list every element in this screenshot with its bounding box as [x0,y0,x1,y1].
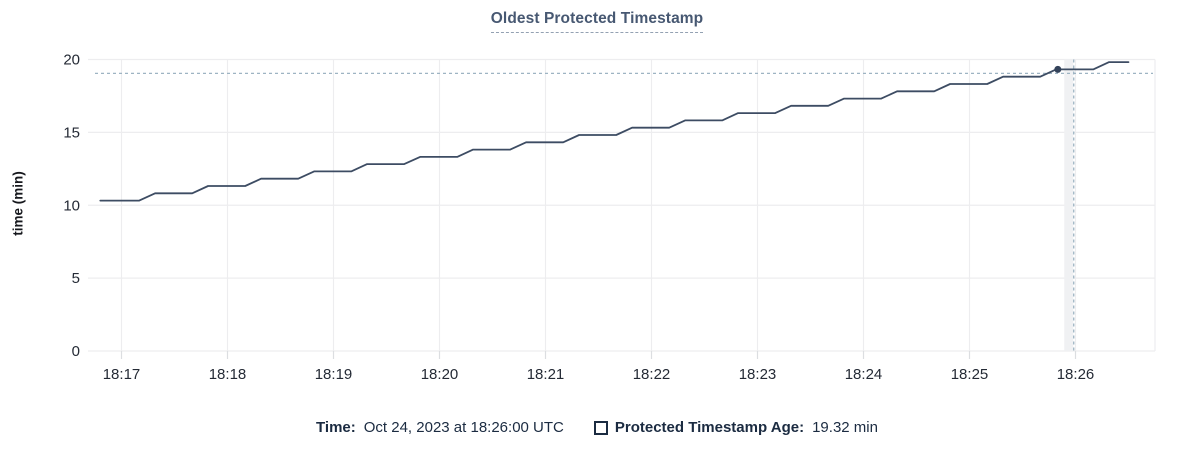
tooltip-time-value: Oct 24, 2023 at 18:26:00 UTC [363,419,564,436]
x-axis-tick-label: 18:26 [1057,366,1095,383]
hover-highlight-band [1064,59,1074,351]
x-axis-tick-label: 18:22 [633,366,671,383]
x-axis-tick-label: 18:18 [209,366,247,383]
series-line [99,61,1130,202]
series-label: Protected Timestamp Age: [614,419,805,436]
x-axis-tick-label: 18:21 [527,366,565,383]
y-axis-tick-label: 0 [72,343,80,360]
chart-tooltip-legend: Time: Oct 24, 2023 at 18:26:00 UTC Prote… [0,417,1194,439]
hover-point-dot[interactable] [1054,65,1062,73]
x-axis-tick-label: 18:25 [951,366,989,383]
x-axis-tick-label: 18:24 [845,366,883,383]
x-axis-tick-label: 18:17 [103,366,141,383]
series-swatch-checkbox[interactable] [593,421,608,435]
chart-title-text[interactable]: Oldest Protected Timestamp [490,10,704,33]
series-value: 19.32 min [812,419,878,436]
tooltip-time-label: Time: [316,419,356,436]
y-axis-tick-label: 5 [72,270,80,287]
chart-title: Oldest Protected Timestamp [0,10,1194,33]
x-axis-tick-label: 18:23 [739,366,777,383]
y-axis-tick-label: 15 [63,124,80,141]
y-axis-tick-label: 10 [63,197,80,214]
x-axis-tick-label: 18:20 [421,366,459,383]
y-axis-tick-label: 20 [63,52,80,69]
x-axis-tick-label: 18:19 [315,366,353,383]
line-chart-plot-area[interactable]: 0 5 10 15 20 18:17 18:18 18:19 18:20 18:21 18:22 18… [0,0,1194,410]
